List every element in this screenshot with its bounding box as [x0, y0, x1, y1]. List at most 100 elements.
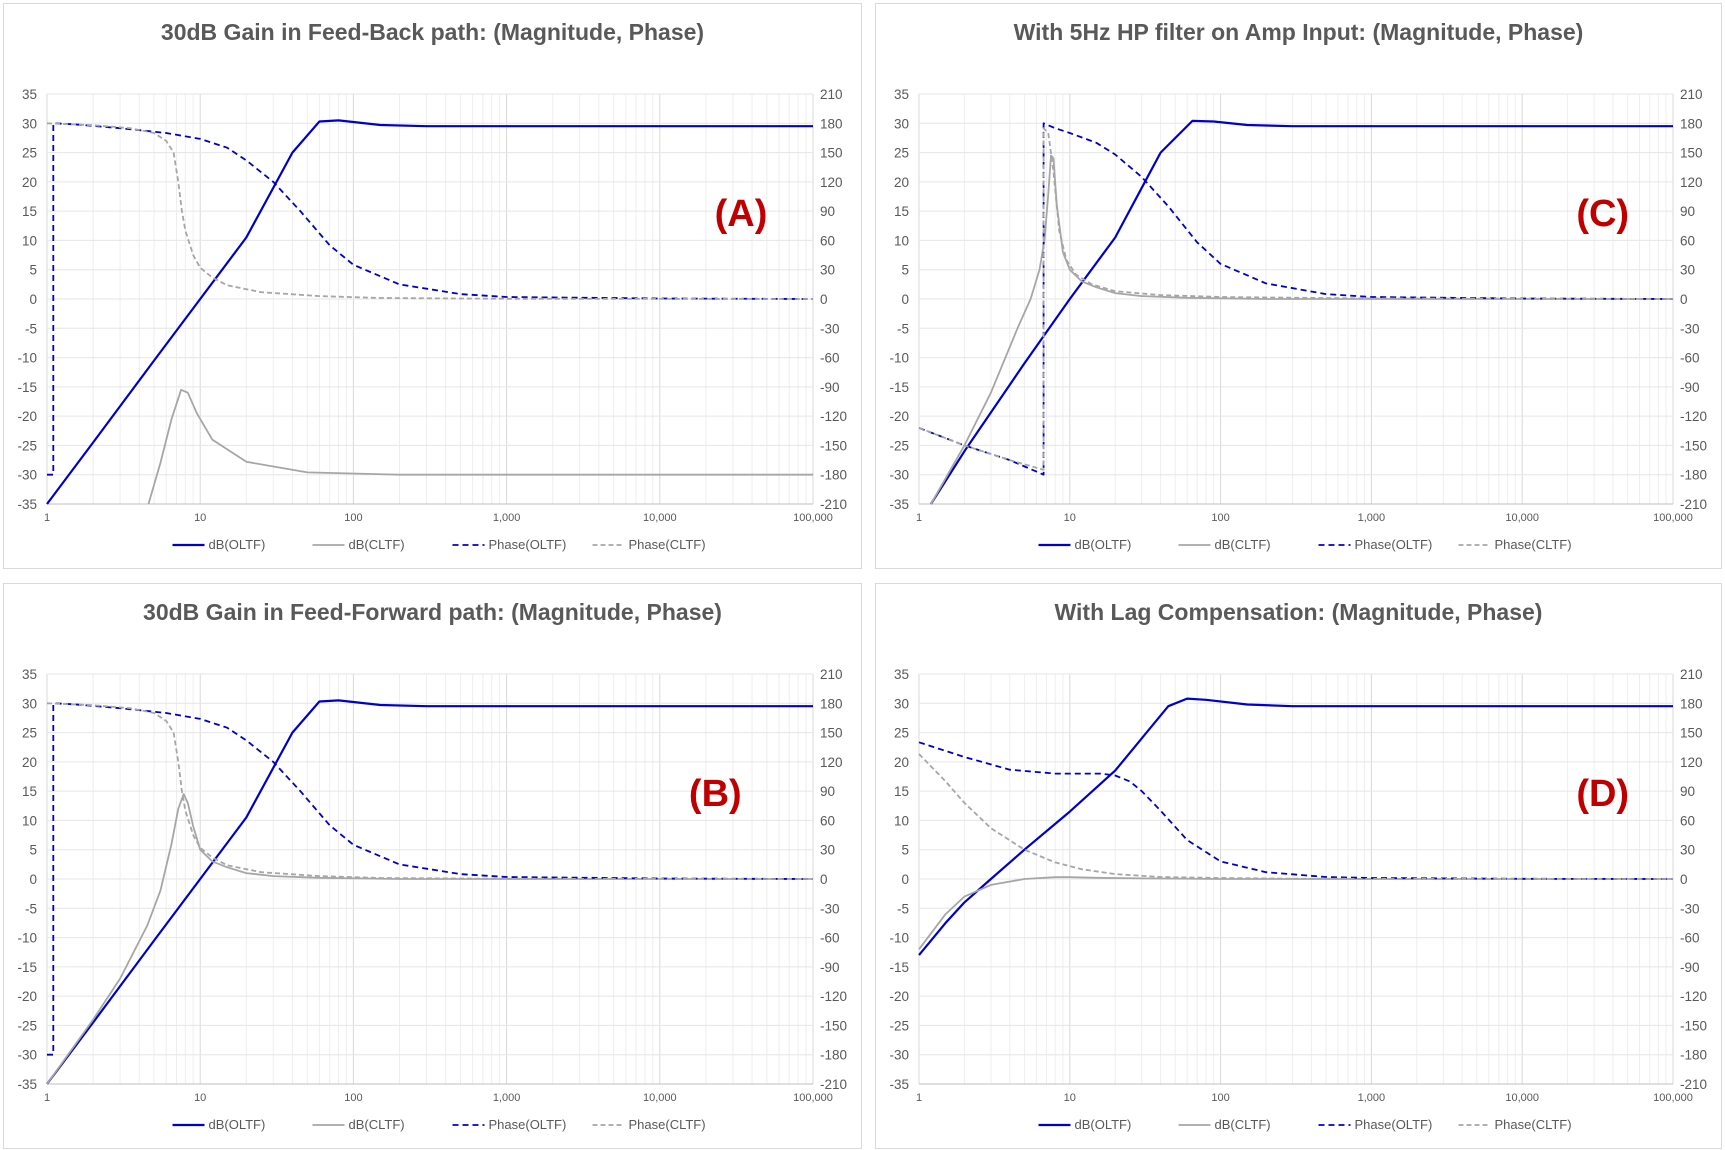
y2-tick-label: 90: [1680, 204, 1695, 219]
y2-tick-label: 60: [820, 813, 835, 828]
y2-tick-label: 60: [1680, 813, 1695, 828]
x-tick-label: 1: [44, 512, 50, 524]
legend-label-phase-cltf: Phase(CLTF): [629, 1117, 706, 1132]
x-tick-label: 100: [344, 512, 362, 524]
y2-tick-label: 0: [820, 292, 828, 307]
series-line-db-cltf: [930, 154, 1673, 505]
y2-tick-label: 150: [1680, 146, 1703, 161]
y-tick-label: -10: [889, 351, 909, 366]
series-line-phase-cltf: [46, 702, 814, 880]
chart-svg: With Lag Compensation: (Magnitude, Phase…: [889, 599, 1707, 1132]
y2-tick-label: 30: [1680, 263, 1695, 278]
y-tick-label: 20: [22, 175, 37, 190]
y-tick-label: 10: [894, 813, 909, 828]
y-tick-label: -25: [889, 438, 909, 453]
legend-label-phase-oltf: Phase(OLTF): [489, 1117, 567, 1132]
y2-tick-label: 150: [820, 146, 843, 161]
y-tick-label: -15: [17, 380, 37, 395]
y-tick-label: 35: [22, 87, 37, 102]
y-tick-label: 0: [29, 872, 37, 887]
y2-tick-label: 150: [820, 726, 843, 741]
y2-tick-label: 90: [1680, 784, 1695, 799]
y2-tick-label: -150: [820, 1018, 847, 1033]
legend-label-phase-cltf: Phase(CLTF): [629, 537, 706, 552]
y-tick-label: -30: [889, 468, 909, 483]
y-tick-label: 20: [894, 755, 909, 770]
legend-label-db-cltf: dB(CLTF): [1215, 1117, 1271, 1132]
x-tick-label: 10: [194, 1092, 206, 1104]
y-tick-label: 15: [22, 784, 37, 799]
legend-label-phase-oltf: Phase(OLTF): [1355, 1117, 1433, 1132]
y-tick-label: -10: [889, 931, 909, 946]
x-tick-label: 1: [916, 512, 922, 524]
y2-tick-label: 60: [820, 233, 835, 248]
series-line-db-cltf: [918, 876, 1673, 950]
legend-label-db-cltf: dB(CLTF): [349, 537, 405, 552]
y2-tick-label: 210: [820, 667, 843, 682]
y-tick-label: -10: [17, 931, 37, 946]
y-tick-label: -15: [889, 960, 909, 975]
y-tick-label: -35: [17, 497, 37, 512]
y2-tick-label: -150: [1680, 1018, 1707, 1033]
x-tick-label: 10: [194, 512, 206, 524]
legend-label-phase-cltf: Phase(CLTF): [1495, 537, 1572, 552]
x-tick-label: 100,000: [793, 512, 833, 524]
y-tick-label: -25: [17, 1018, 37, 1033]
y2-tick-label: -90: [820, 380, 840, 395]
y2-tick-label: 180: [1680, 116, 1703, 131]
y-tick-label: -10: [17, 351, 37, 366]
y2-tick-label: -120: [820, 989, 847, 1004]
y2-tick-label: 210: [820, 87, 843, 102]
y2-tick-label: -180: [1680, 468, 1707, 483]
y-tick-label: 0: [901, 292, 909, 307]
panel-annotation: (B): [689, 773, 742, 815]
panel-annotation: (A): [715, 193, 768, 235]
y-tick-label: 30: [894, 696, 909, 711]
x-tick-label: 100,000: [1653, 512, 1693, 524]
y2-tick-label: -120: [1680, 989, 1707, 1004]
y-tick-label: -30: [17, 1048, 37, 1063]
x-tick-label: 10,000: [1505, 1092, 1539, 1104]
series-line-phase-cltf: [918, 753, 1674, 880]
y-tick-label: 15: [894, 784, 909, 799]
legend-label-phase-oltf: Phase(OLTF): [489, 537, 567, 552]
chart-panel-c: With 5Hz HP filter on Amp Input: (Magnit…: [875, 3, 1722, 569]
y-tick-label: -15: [17, 960, 37, 975]
y2-tick-label: -30: [820, 901, 840, 916]
series-line-db-oltf: [46, 119, 813, 505]
y2-tick-label: 0: [820, 872, 828, 887]
y2-tick-label: -210: [1680, 1077, 1707, 1092]
y-tick-label: -30: [17, 468, 37, 483]
y-tick-label: 5: [29, 843, 37, 858]
y2-tick-label: -90: [1680, 960, 1700, 975]
y2-tick-label: -210: [820, 497, 847, 512]
y-tick-label: -20: [889, 989, 909, 1004]
y2-tick-label: 210: [1680, 87, 1703, 102]
y2-tick-label: 210: [1680, 667, 1703, 682]
y2-tick-label: 120: [820, 755, 843, 770]
chart-panel-d: With Lag Compensation: (Magnitude, Phase…: [875, 583, 1722, 1149]
y2-tick-label: -30: [1680, 321, 1700, 336]
y2-tick-label: 180: [820, 696, 843, 711]
chart-title: With 5Hz HP filter on Amp Input: (Magnit…: [1014, 19, 1584, 45]
x-tick-label: 100,000: [1653, 1092, 1693, 1104]
y2-tick-label: -180: [820, 1048, 847, 1063]
y-tick-label: -25: [17, 438, 37, 453]
y-tick-label: -35: [17, 1077, 37, 1092]
y-tick-label: -5: [25, 321, 37, 336]
y-tick-label: 25: [894, 726, 909, 741]
chart-panel-b: 30dB Gain in Feed-Forward path: (Magnitu…: [3, 583, 862, 1149]
series-line-phase-oltf: [918, 122, 1674, 476]
x-tick-label: 1,000: [493, 1092, 521, 1104]
y-tick-label: 25: [22, 146, 37, 161]
y2-tick-label: 120: [820, 175, 843, 190]
chart-svg: 30dB Gain in Feed-Forward path: (Magnitu…: [17, 599, 847, 1132]
y2-tick-label: 60: [1680, 233, 1695, 248]
panel-annotation: (C): [1576, 193, 1629, 235]
y-tick-label: 10: [894, 233, 909, 248]
x-tick-label: 1,000: [1358, 1092, 1386, 1104]
y-tick-label: 15: [894, 204, 909, 219]
x-tick-label: 1: [916, 1092, 922, 1104]
y-tick-label: 0: [29, 292, 37, 307]
x-tick-label: 10,000: [1505, 512, 1539, 524]
